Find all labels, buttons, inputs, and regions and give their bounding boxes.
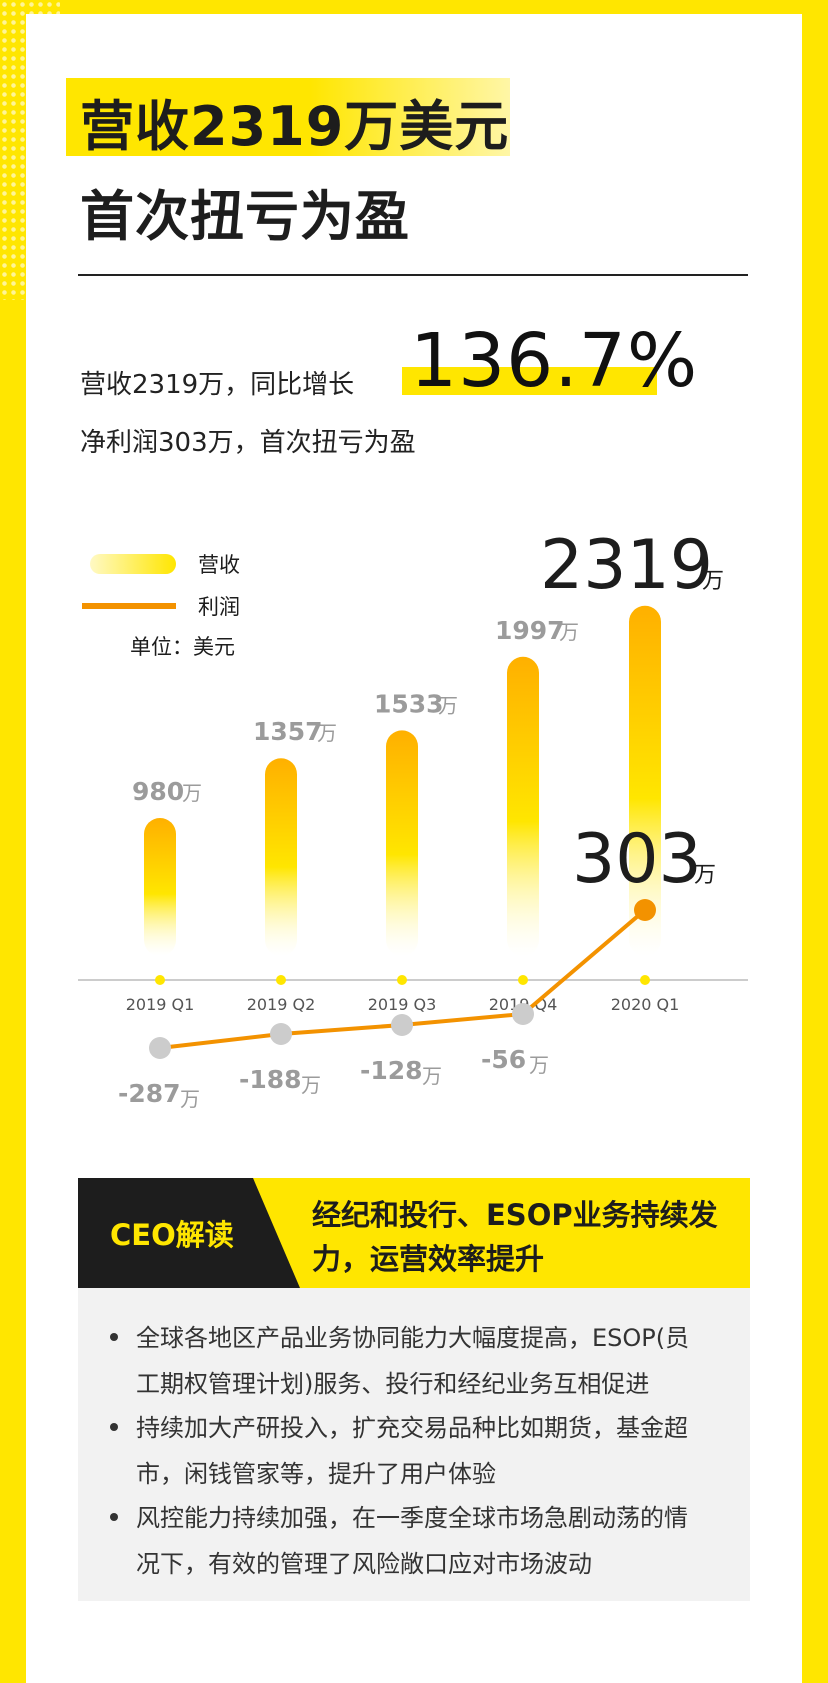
profit-value-label: 303 (572, 820, 702, 899)
profit-unit-label: 万 (422, 1064, 442, 1088)
axis-dot (518, 975, 528, 985)
legend-profit-label: 利润 (198, 595, 240, 619)
x-tick-label: 2019 Q2 (247, 995, 316, 1014)
profit-value-label: -188 (239, 1065, 302, 1094)
revenue-bar (265, 758, 297, 956)
bullet-2-line2: 市，闲钱管家等，提升了用户体验 (136, 1460, 496, 1488)
profit-point (391, 1014, 413, 1036)
revenue-unit-label: 万 (182, 781, 202, 805)
legend-revenue-swatch (90, 554, 176, 574)
x-tick-label: 2019 Q3 (368, 995, 437, 1014)
x-tick-label: 2019 Q1 (126, 995, 195, 1014)
bullet-dot (110, 1513, 118, 1521)
profit-unit-label: 万 (694, 863, 716, 888)
divider (78, 274, 748, 276)
revenue-bar (507, 656, 539, 956)
profit-value-label: -56 (481, 1045, 526, 1074)
bullet-3-line2: 况下，有效的管理了风险敞口应对市场波动 (136, 1550, 592, 1578)
profit-point (634, 899, 656, 921)
bullet-dot (110, 1333, 118, 1341)
revenue-value-label: 2319 (540, 526, 713, 605)
page-title-line2: 首次扭亏为盈 (80, 185, 410, 248)
revenue-unit-label: 万 (438, 693, 458, 717)
unit-label: 单位：美元 (130, 635, 235, 659)
revenue-value-label: 1533 (374, 689, 444, 718)
revenue-value-label: 980 (132, 777, 184, 806)
page-title-line1: 营收2319万美元 (80, 95, 510, 158)
summary-line1: 营收2319万，同比增长 (80, 370, 355, 400)
ceo-heading-line1: 经纪和投行、ESOP业务持续发 (312, 1198, 718, 1232)
legend-revenue-label: 营收 (198, 553, 240, 577)
axis-dot (276, 975, 286, 985)
ceo-bullets-panel (78, 1288, 750, 1601)
profit-unit-label: 万 (180, 1087, 200, 1111)
axis-dot (155, 975, 165, 985)
revenue-bar (386, 730, 418, 956)
bullet-dot (110, 1423, 118, 1431)
title-highlight (66, 78, 510, 156)
revenue-unit-label: 万 (702, 569, 724, 594)
revenue-profit-chart: 营收 利润 单位：美元 980万1357万1533万1997万2319万2019… (78, 526, 748, 1111)
revenue-unit-label: 万 (559, 620, 579, 644)
bullet-3-line1: 风控能力持续加强，在一季度全球市场急剧动荡的情 (136, 1504, 688, 1532)
revenue-unit-label: 万 (317, 721, 337, 745)
profit-value-label: -287 (118, 1079, 181, 1108)
bullet-1-line2: 工期权管理计划)服务、投行和经纪业务互相促进 (136, 1370, 650, 1398)
profit-unit-label: 万 (529, 1053, 549, 1077)
profit-point (270, 1023, 292, 1045)
revenue-value-label: 1997 (495, 616, 565, 645)
revenue-value-label: 1357 (253, 717, 323, 746)
ceo-label: CEO解读 (110, 1218, 234, 1252)
ceo-heading-line2: 力，运营效率提升 (312, 1242, 545, 1276)
revenue-bar (629, 605, 661, 956)
bullet-1-line1: 全球各地区产品业务协同能力大幅度提高，ESOP(员 (136, 1324, 690, 1352)
axis-dot (640, 975, 650, 985)
axis-dot (397, 975, 407, 985)
profit-point (149, 1037, 171, 1059)
profit-point (512, 1003, 534, 1025)
legend-profit-swatch (82, 603, 176, 609)
summary-line2: 净利润303万，首次扭亏为盈 (80, 428, 416, 458)
x-tick-label: 2020 Q1 (611, 995, 680, 1014)
revenue-bar (144, 818, 176, 956)
growth-percentage: 136.7% (410, 318, 699, 404)
profit-unit-label: 万 (301, 1073, 321, 1097)
bullet-2-line1: 持续加大产研投入，扩充交易品种比如期货，基金超 (136, 1414, 688, 1442)
growth-highlight (402, 367, 657, 395)
profit-value-label: -128 (360, 1056, 423, 1085)
